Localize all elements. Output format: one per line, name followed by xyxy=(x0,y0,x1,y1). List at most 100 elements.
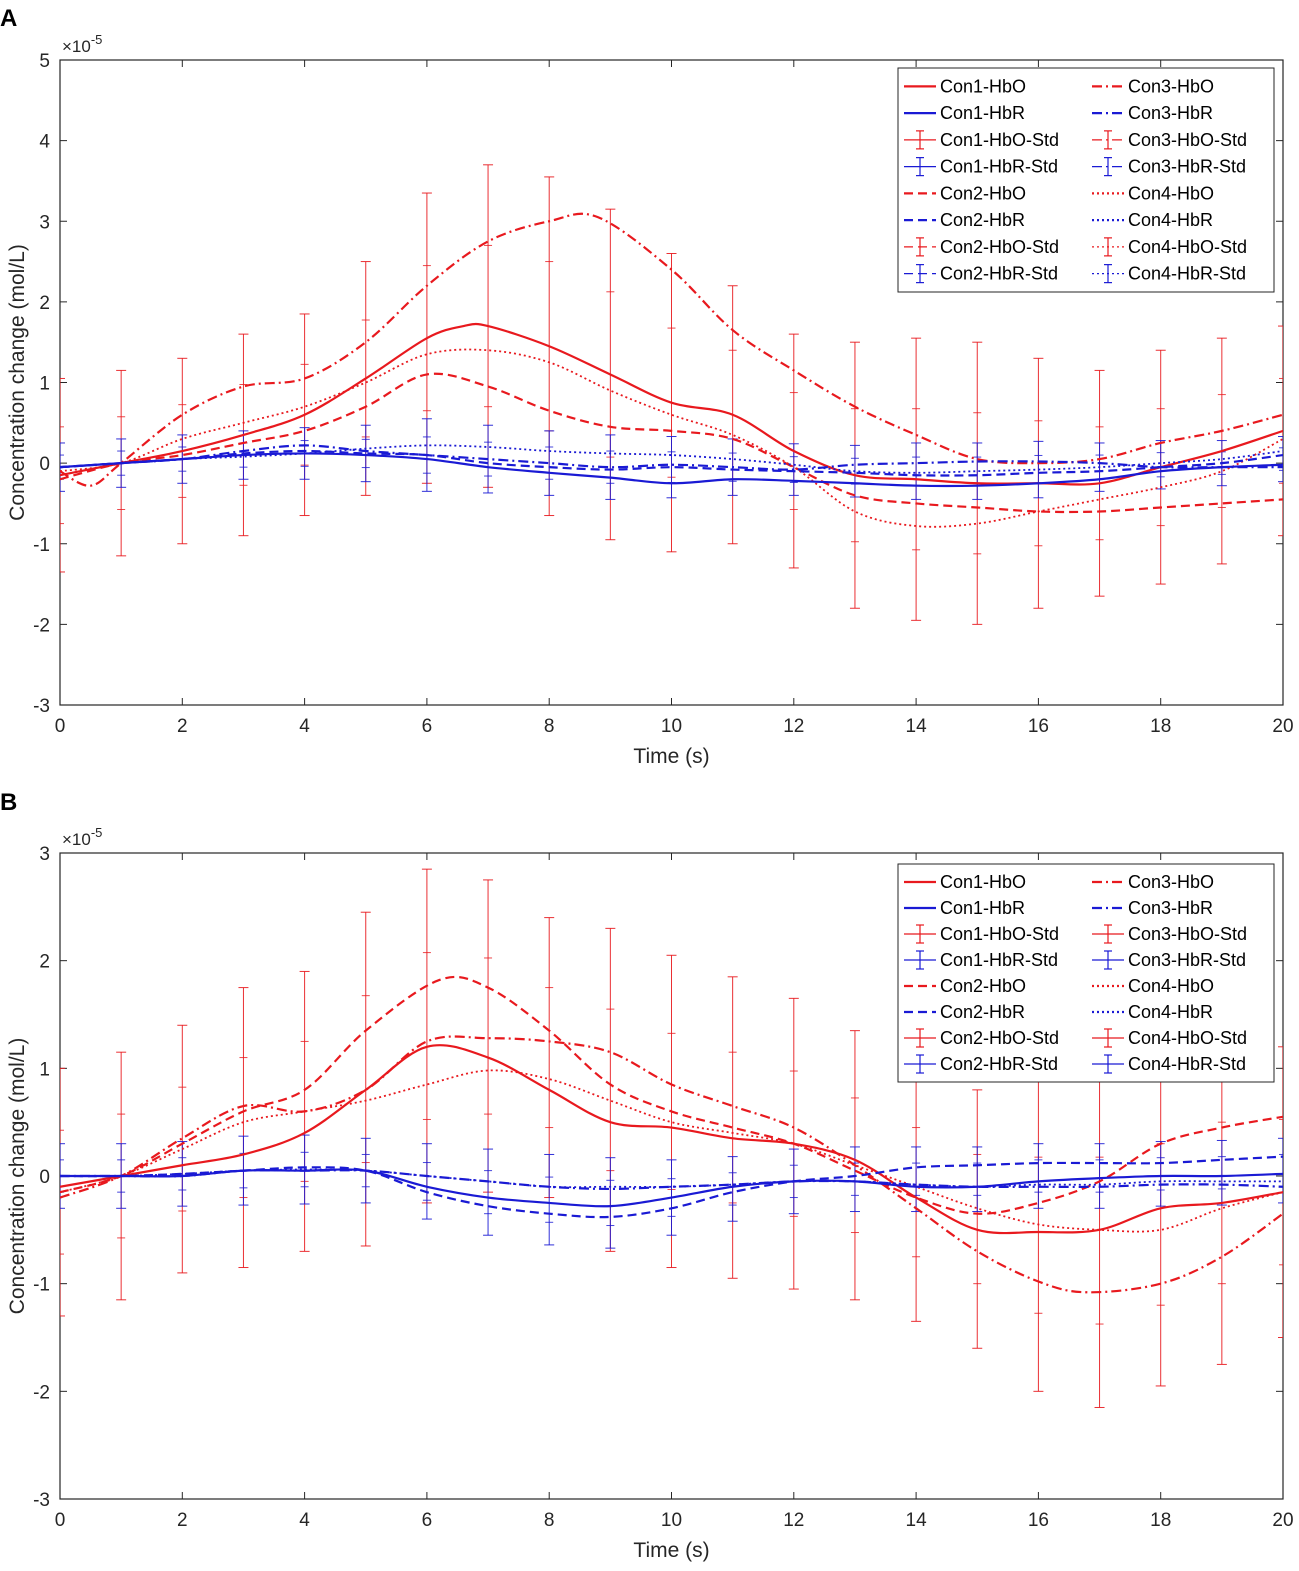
legend-label: Con4-HbR-Std xyxy=(1128,264,1246,284)
y-tick-label: -1 xyxy=(33,1275,50,1296)
panel-letter: A xyxy=(0,5,17,32)
legend-item-con4-hbo-std: Con4-HbO-Std xyxy=(1092,1028,1247,1048)
legend-label: Con1-HbR xyxy=(940,103,1025,123)
y-tick-label: 2 xyxy=(39,293,50,314)
legend-label: Con2-HbR-Std xyxy=(940,1054,1058,1074)
x-tick-label: 4 xyxy=(299,1510,310,1531)
x-axis-label: Time (s) xyxy=(633,1539,709,1562)
series-line-con3-hbo xyxy=(60,212,1283,487)
legend-item-con1-hbr-std: Con1-HbR-Std xyxy=(904,157,1058,177)
x-axis-label: Time (s) xyxy=(633,745,709,768)
legend: Con1-HbO Con3-HbO Con1-HbR Con3-HbR Con1-HbO… xyxy=(897,863,1275,1083)
series-line-con2-hbr xyxy=(60,449,1283,477)
y-tick-label: -2 xyxy=(33,1382,50,1403)
data-layer xyxy=(60,164,1283,625)
series-line-con4-hbr xyxy=(60,1168,1283,1189)
legend-label: Con3-HbR-Std xyxy=(1128,950,1246,970)
x-tick-label: 16 xyxy=(1028,716,1049,737)
legend-label: Con1-HbO-Std xyxy=(940,130,1059,150)
legend-label: Con4-HbR xyxy=(1128,1002,1213,1022)
legend-item-con2-hbo: Con2-HbO xyxy=(904,183,1026,203)
legend-label: Con1-HbO xyxy=(940,76,1026,96)
legend-item-con2-hbr-std: Con2-HbR-Std xyxy=(904,1054,1058,1074)
legend-label: Con2-HbR-Std xyxy=(940,264,1058,284)
x-tick-label: 8 xyxy=(544,1510,555,1531)
x-tick-label: 2 xyxy=(177,716,188,737)
legend-label: Con3-HbO xyxy=(1128,872,1214,892)
x-tick-label: 14 xyxy=(906,716,928,737)
y-tick-label: -3 xyxy=(33,696,50,717)
legend-item-con4-hbr: Con4-HbR xyxy=(1092,1002,1213,1022)
x-tick-label: 18 xyxy=(1150,716,1171,737)
legend-label: Con4-HbO xyxy=(1128,183,1214,203)
legend-item-con3-hbo-std: Con3-HbO-Std xyxy=(1092,924,1247,944)
legend-label: Con4-HbO-Std xyxy=(1128,237,1247,257)
data-layer xyxy=(60,868,1283,1408)
y-tick-label: -3 xyxy=(33,1490,50,1511)
y-tick-label: 2 xyxy=(39,952,50,973)
x-tick-label: 10 xyxy=(661,1510,682,1531)
series-line-con3-hbr xyxy=(60,444,1283,471)
legend-label: Con2-HbO xyxy=(940,976,1026,996)
x-tick-label: 0 xyxy=(55,716,66,737)
legend-item-con4-hbr: Con4-HbR xyxy=(1092,210,1213,230)
x-tick-label: 20 xyxy=(1272,1510,1293,1531)
legend-label: Con3-HbR xyxy=(1128,103,1213,123)
x-tick-label: 12 xyxy=(783,716,804,737)
panel-a: A0 2 4 6 8 10 12 14 16 18 20-3-2-1012345×10-5Time … xyxy=(0,5,1294,768)
legend-item-con3-hbr: Con3-HbR xyxy=(1092,103,1213,123)
legend-item-con3-hbo: Con3-HbO xyxy=(1092,872,1214,892)
y-tick-label: 1 xyxy=(39,374,50,395)
legend-item-con3-hbr: Con3-HbR xyxy=(1092,898,1213,918)
x-tick-label: 18 xyxy=(1150,1510,1171,1531)
x-tick-label: 12 xyxy=(783,1510,804,1531)
legend-label: Con2-HbR xyxy=(940,210,1025,230)
legend-item-con1-hbo: Con1-HbO xyxy=(904,76,1026,96)
legend-label: Con1-HbR xyxy=(940,898,1025,918)
legend-label: Con2-HbO xyxy=(940,183,1026,203)
legend-label: Con1-HbO-Std xyxy=(940,924,1059,944)
legend-item-con3-hbr-std: Con3-HbR-Std xyxy=(1092,157,1246,177)
y-tick-label: 0 xyxy=(39,454,50,475)
series-line-con4-hbo xyxy=(60,348,1283,528)
series-line-con3-hbo xyxy=(60,1035,1283,1294)
exponent-label: ×10-5 xyxy=(62,32,102,56)
legend-label: Con1-HbR-Std xyxy=(940,950,1058,970)
panel-letter: B xyxy=(0,789,17,816)
legend-label: Con3-HbO-Std xyxy=(1128,130,1247,150)
x-tick-label: 6 xyxy=(422,1510,433,1531)
legend-item-con1-hbr: Con1-HbR xyxy=(904,898,1025,918)
y-axis-label: Concentration change (mol/L) xyxy=(6,1038,29,1315)
legend-label: Con4-HbO-Std xyxy=(1128,1028,1247,1048)
legend-item-con1-hbo-std: Con1-HbO-Std xyxy=(904,924,1059,944)
legend-box xyxy=(897,67,1275,293)
legend-label: Con3-HbO xyxy=(1128,76,1214,96)
y-tick-label: -1 xyxy=(33,535,50,556)
legend-label: Con4-HbR xyxy=(1128,210,1213,230)
legend-label: Con3-HbR xyxy=(1128,898,1213,918)
legend-item-con3-hbr-std: Con3-HbR-Std xyxy=(1092,950,1246,970)
series-line-con4-hbr xyxy=(60,444,1283,474)
legend-label: Con2-HbR xyxy=(940,1002,1025,1022)
legend-item-con2-hbr-std: Con2-HbR-Std xyxy=(904,264,1058,284)
legend-item-con1-hbr: Con1-HbR xyxy=(904,103,1025,123)
legend-item-con1-hbr-std: Con1-HbR-Std xyxy=(904,950,1058,970)
legend-item-con2-hbr: Con2-HbR xyxy=(904,210,1025,230)
x-tick-label: 4 xyxy=(299,716,310,737)
legend-label: Con3-HbO-Std xyxy=(1128,924,1247,944)
exponent-label: ×10-5 xyxy=(62,825,102,849)
series-line-con2-hbo xyxy=(60,372,1283,514)
legend-label: Con3-HbR-Std xyxy=(1128,157,1246,177)
series-line-con2-hbo xyxy=(60,975,1283,1215)
y-tick-label: 5 xyxy=(39,51,50,72)
legend-label: Con2-HbO-Std xyxy=(940,1028,1059,1048)
x-tick-label: 2 xyxy=(177,1510,188,1531)
legend-label: Con4-HbR-Std xyxy=(1128,1054,1246,1074)
y-tick-label: 3 xyxy=(39,844,50,865)
legend: Con1-HbO Con3-HbO Con1-HbR Con3-HbR Con1-HbO… xyxy=(897,67,1275,293)
series-line-con1-hbo xyxy=(60,1044,1283,1235)
series-line-con1-hbr xyxy=(60,452,1283,488)
x-tick-label: 8 xyxy=(544,716,555,737)
